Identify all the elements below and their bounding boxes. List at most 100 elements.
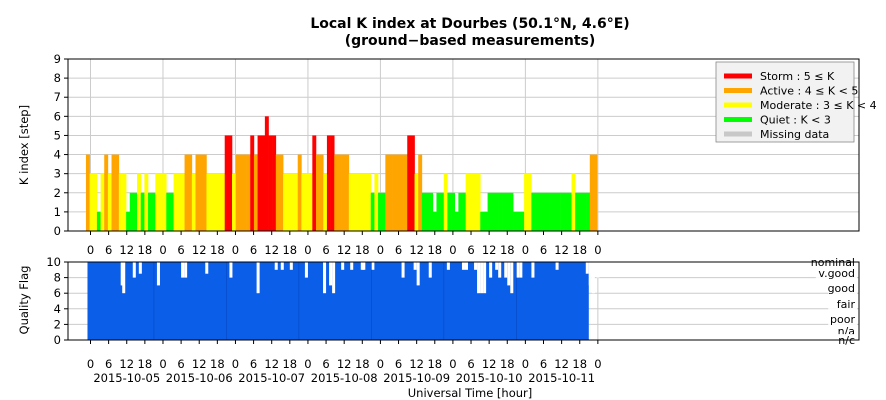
q-xtick-label: 12 bbox=[264, 357, 279, 371]
quality-dip bbox=[401, 262, 405, 278]
k-ytick-label: 7 bbox=[54, 90, 61, 104]
quality-dip bbox=[519, 262, 523, 278]
k-index-bar bbox=[257, 135, 262, 231]
k-index-bar bbox=[224, 135, 229, 231]
quality-dip bbox=[477, 262, 481, 294]
quality-plot-frame bbox=[67, 261, 860, 341]
k-index-bar bbox=[392, 154, 397, 231]
quality-dip bbox=[274, 262, 278, 270]
q-xtick-label: 18 bbox=[210, 357, 225, 371]
k-index-bar bbox=[283, 173, 288, 231]
k-index-bar bbox=[414, 173, 419, 231]
k-index-bar bbox=[421, 192, 426, 231]
q-ytick-label: 10 bbox=[46, 255, 61, 269]
k-index-bar bbox=[315, 154, 320, 231]
k-index-bar bbox=[294, 173, 299, 231]
k-index-bar bbox=[374, 173, 379, 231]
k-xtick-label: 18 bbox=[355, 243, 370, 257]
k-index-bar bbox=[242, 154, 247, 231]
k-index-bar bbox=[195, 154, 200, 231]
quality-dip bbox=[122, 262, 126, 294]
k-index-bar bbox=[279, 154, 284, 231]
k-index-bar bbox=[326, 135, 331, 231]
q-ytick-label: 6 bbox=[54, 286, 61, 300]
k-index-bar bbox=[509, 192, 514, 231]
k-index-bar bbox=[418, 154, 423, 231]
k-index-bar bbox=[232, 173, 236, 231]
k-xtick-label: 0 bbox=[159, 243, 166, 257]
k-index-bar bbox=[107, 173, 112, 231]
k-ytick-label: 4 bbox=[54, 148, 61, 162]
k-index-bar bbox=[359, 173, 364, 231]
quality-dip bbox=[350, 262, 354, 270]
k-index-bar bbox=[545, 192, 550, 231]
quality-dip bbox=[555, 262, 559, 270]
k-index-bar bbox=[472, 173, 477, 231]
x-axis-label: Universal Time [hour] bbox=[408, 386, 533, 400]
k-index-bar bbox=[126, 211, 131, 231]
quality-bars bbox=[87, 262, 589, 340]
k-index-bar bbox=[191, 173, 196, 231]
k-index-bar bbox=[483, 211, 488, 231]
k-index-bar bbox=[465, 173, 470, 231]
k-index-bar bbox=[246, 154, 251, 231]
quality-dip bbox=[585, 262, 589, 274]
q-xtick-label: 6 bbox=[105, 357, 112, 371]
k-index-bar bbox=[436, 192, 441, 231]
k-index-bar bbox=[250, 135, 255, 231]
k-index-bar bbox=[447, 192, 452, 231]
k-xtick-label: 0 bbox=[232, 243, 239, 257]
k-xtick-label: 0 bbox=[594, 243, 601, 257]
k-index-bar bbox=[498, 192, 503, 231]
k-index-bar bbox=[524, 173, 529, 231]
k-xtick-label: 12 bbox=[192, 243, 207, 257]
k-index-bar bbox=[582, 192, 587, 231]
k-index-bar bbox=[410, 135, 415, 231]
quality-dip bbox=[304, 262, 308, 278]
k-index-bar bbox=[589, 154, 594, 231]
k-index-bar bbox=[454, 211, 459, 231]
quality-dip bbox=[446, 262, 450, 270]
quality-dip bbox=[480, 262, 484, 294]
q-xtick-label: 12 bbox=[554, 357, 569, 371]
k-index-bar bbox=[148, 192, 152, 231]
k-xtick-label: 0 bbox=[87, 243, 94, 257]
k-index-bar bbox=[272, 135, 277, 231]
q-xtick-label: 0 bbox=[87, 357, 94, 371]
quality-dip bbox=[120, 262, 124, 286]
k-index-bar bbox=[458, 192, 463, 231]
k-xtick-label: 12 bbox=[119, 243, 134, 257]
k-index-bar bbox=[115, 154, 120, 231]
quality-dip bbox=[323, 262, 327, 294]
q-xtick-label: 18 bbox=[282, 357, 297, 371]
date-label: 2015-10-05 bbox=[93, 371, 160, 385]
legend: Storm : 5 ≤ K Active : 4 ≤ K < 5Moderate … bbox=[715, 61, 877, 143]
k-xtick-label: 12 bbox=[264, 243, 279, 257]
quality-dip bbox=[332, 262, 336, 294]
k-index-bar bbox=[235, 154, 240, 231]
quality-dip bbox=[596, 262, 600, 278]
k-index-bar bbox=[451, 192, 456, 231]
quality-level-bg bbox=[815, 267, 857, 279]
k-index-bar bbox=[480, 211, 485, 231]
q-xtick-label: 6 bbox=[177, 357, 184, 371]
chart-title: Local K index at Dourbes (50.1°N, 4.6°E) bbox=[310, 16, 629, 32]
q-xtick-label: 12 bbox=[482, 357, 497, 371]
q-xtick-label: 18 bbox=[500, 357, 515, 371]
q-xtick-label: 0 bbox=[232, 357, 239, 371]
k-xtick-label: 6 bbox=[540, 243, 547, 257]
k-index-bar bbox=[308, 173, 313, 231]
k-ytick-label: 0 bbox=[54, 224, 61, 238]
k-index-bar bbox=[564, 192, 569, 231]
q-xtick-label: 0 bbox=[377, 357, 384, 371]
k-index-bar bbox=[85, 154, 90, 231]
k-index-bar bbox=[542, 192, 547, 231]
quality-dip bbox=[591, 262, 595, 294]
k-index-bar bbox=[184, 154, 189, 231]
quality-dip bbox=[516, 262, 520, 278]
k-xtick-label: 18 bbox=[572, 243, 587, 257]
k-index-bar bbox=[348, 173, 353, 231]
k-index-bar bbox=[370, 192, 375, 231]
k-xtick-label: 0 bbox=[522, 243, 529, 257]
k-index-bar bbox=[137, 173, 142, 231]
